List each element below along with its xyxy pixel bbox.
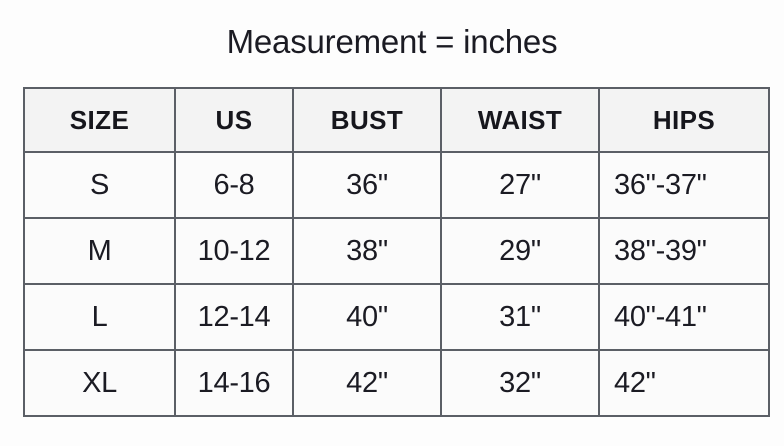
cell-size: XL (23, 349, 176, 417)
cell-us: 12-14 (174, 283, 294, 351)
cell-hips: 38"-39" (598, 217, 770, 285)
table-row: S 6-8 36" 27" 36"-37" (23, 151, 770, 219)
table-header: SIZE US BUST WAIST HIPS (23, 87, 770, 153)
column-header-bust: BUST (292, 87, 442, 153)
cell-hips: 42" (598, 349, 770, 417)
cell-waist: 32" (440, 349, 600, 417)
column-header-us: US (174, 87, 294, 153)
column-header-waist: WAIST (440, 87, 600, 153)
cell-bust: 36" (292, 151, 442, 219)
cell-size: M (23, 217, 176, 285)
cell-hips: 36"-37" (598, 151, 770, 219)
page-title: Measurement = inches (226, 23, 558, 60)
cell-us: 14-16 (174, 349, 294, 417)
cell-bust: 38" (292, 217, 442, 285)
cell-waist: 27" (440, 151, 600, 219)
table-row: M 10-12 38" 29" 38"-39" (23, 217, 770, 285)
column-header-size: SIZE (23, 87, 176, 153)
cell-waist: 29" (440, 217, 600, 285)
column-header-hips: HIPS (598, 87, 770, 153)
size-chart-table: SIZE US BUST WAIST HIPS S 6-8 36" 27" 36… (23, 87, 770, 417)
table-body: S 6-8 36" 27" 36"-37" M 10-12 38" 29" 38… (23, 151, 770, 417)
cell-bust: 42" (292, 349, 442, 417)
table-header-row: SIZE US BUST WAIST HIPS (23, 87, 770, 153)
cell-us: 10-12 (174, 217, 294, 285)
cell-size: S (23, 151, 176, 219)
table-row: L 12-14 40" 31" 40"-41" (23, 283, 770, 351)
cell-size: L (23, 283, 176, 351)
cell-us: 6-8 (174, 151, 294, 219)
cell-hips: 40"-41" (598, 283, 770, 351)
cell-waist: 31" (440, 283, 600, 351)
cell-bust: 40" (292, 283, 442, 351)
table-row: XL 14-16 42" 32" 42" (23, 349, 770, 417)
